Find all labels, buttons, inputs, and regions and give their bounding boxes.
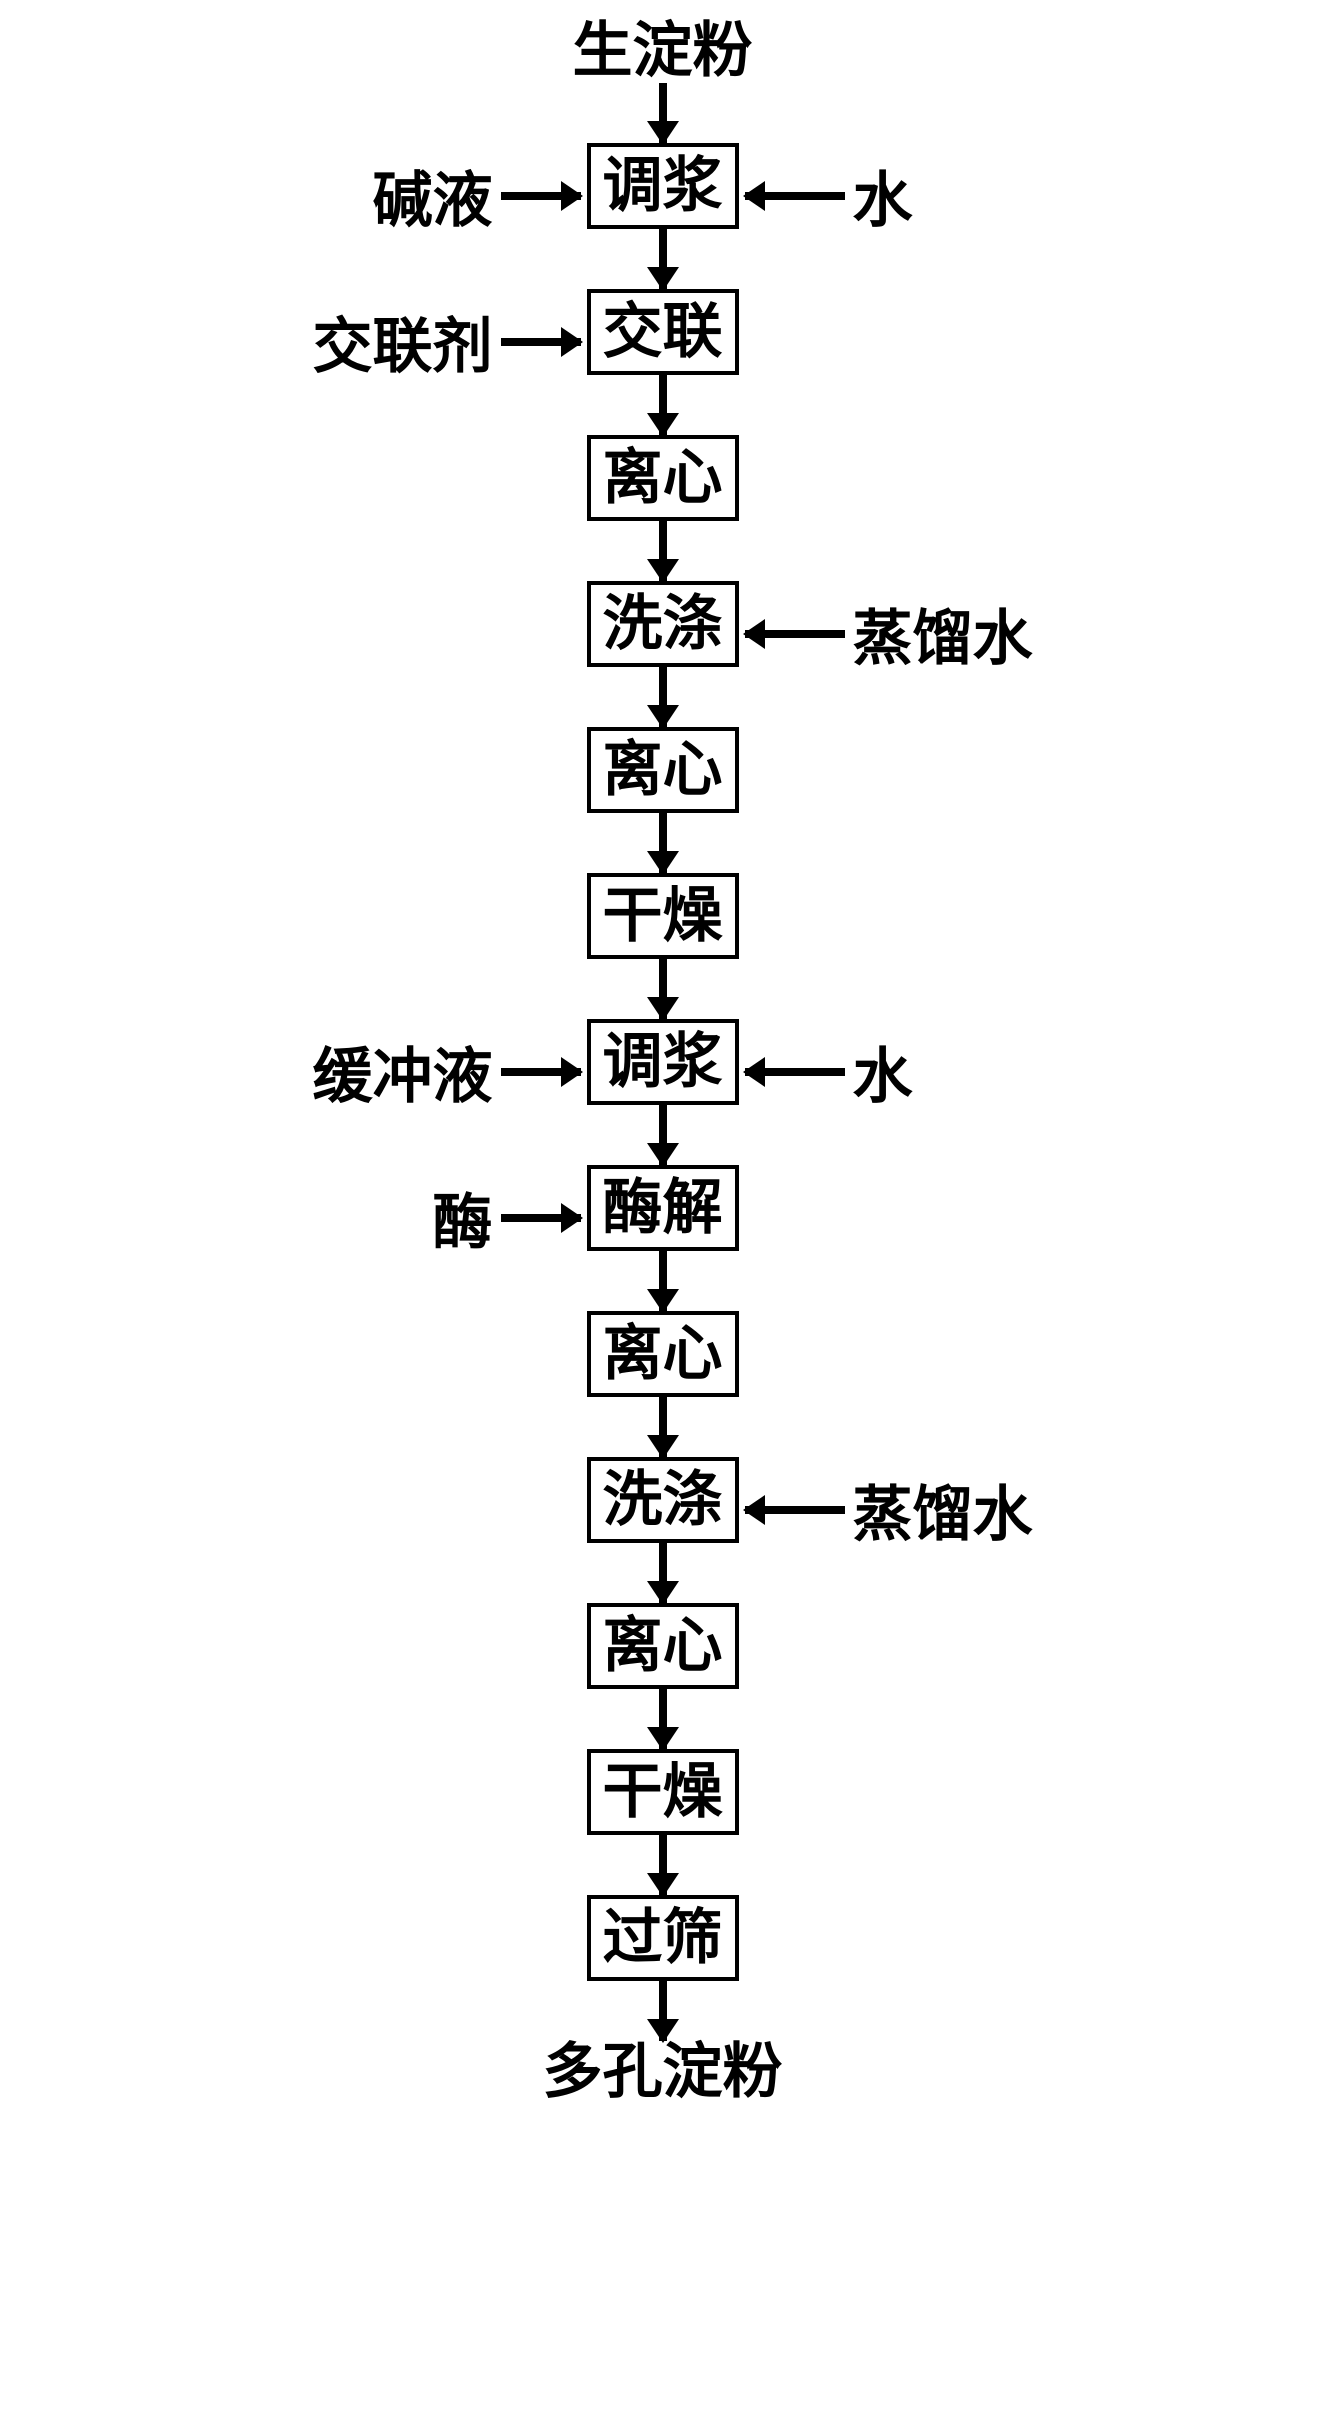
arrow-down	[659, 1105, 667, 1165]
step-box-s4: 洗涤	[587, 581, 739, 667]
side-label: 水	[853, 1028, 913, 1115]
step-box-s8: 酶解	[587, 1165, 739, 1251]
arrow-down	[659, 1543, 667, 1603]
side-input-s2-left: 交联剂	[313, 298, 581, 385]
arrow-down	[659, 375, 667, 435]
side-label: 水	[853, 152, 913, 239]
arrow-down	[659, 813, 667, 873]
arrow-right-icon	[501, 1214, 581, 1222]
step-box-s3: 离心	[587, 435, 739, 521]
side-label: 蒸馏水	[853, 1466, 1033, 1553]
step-box-s5: 离心	[587, 727, 739, 813]
arrow-down	[659, 1835, 667, 1895]
step-box-s2: 交联	[587, 289, 739, 375]
arrow-down	[659, 1689, 667, 1749]
step-box-s9: 离心	[587, 1311, 739, 1397]
arrow-down	[659, 959, 667, 1019]
flowchart-root: 生淀粉调浆交联离心洗涤离心干燥调浆酶解离心洗涤离心干燥过筛多孔淀粉 碱液水交联剂…	[0, 20, 1325, 2104]
side-label: 碱液	[373, 152, 493, 239]
side-input-s7-right: 水	[745, 1028, 913, 1115]
step-box-s6: 干燥	[587, 873, 739, 959]
start-label: 生淀粉	[573, 20, 753, 83]
side-input-s1-left: 碱液	[373, 152, 581, 239]
arrow-left-icon	[745, 1068, 845, 1076]
arrow-left-icon	[745, 192, 845, 200]
side-input-s7-left: 缓冲液	[313, 1028, 581, 1115]
side-label: 酶	[433, 1174, 493, 1261]
side-label: 蒸馏水	[853, 590, 1033, 677]
step-box-s11: 离心	[587, 1603, 739, 1689]
step-box-s7: 调浆	[587, 1019, 739, 1105]
step-box-s10: 洗涤	[587, 1457, 739, 1543]
arrow-down	[659, 83, 667, 143]
arrow-down	[659, 1251, 667, 1311]
step-box-s13: 过筛	[587, 1895, 739, 1981]
arrow-down	[659, 1397, 667, 1457]
side-label: 缓冲液	[313, 1028, 493, 1115]
arrow-right-icon	[501, 1068, 581, 1076]
arrow-down	[659, 1981, 667, 2041]
arrow-down	[659, 667, 667, 727]
step-box-s12: 干燥	[587, 1749, 739, 1835]
side-label: 交联剂	[313, 298, 493, 385]
side-input-s8-left: 酶	[433, 1174, 581, 1261]
arrow-right-icon	[501, 192, 581, 200]
side-input-s1-right: 水	[745, 152, 913, 239]
arrow-left-icon	[745, 630, 845, 638]
arrow-left-icon	[745, 1506, 845, 1514]
end-label: 多孔淀粉	[543, 2041, 783, 2104]
step-box-s1: 调浆	[587, 143, 739, 229]
side-input-s10-right: 蒸馏水	[745, 1466, 1033, 1553]
side-input-s4-right: 蒸馏水	[745, 590, 1033, 677]
arrow-down	[659, 229, 667, 289]
arrow-right-icon	[501, 338, 581, 346]
arrow-down	[659, 521, 667, 581]
